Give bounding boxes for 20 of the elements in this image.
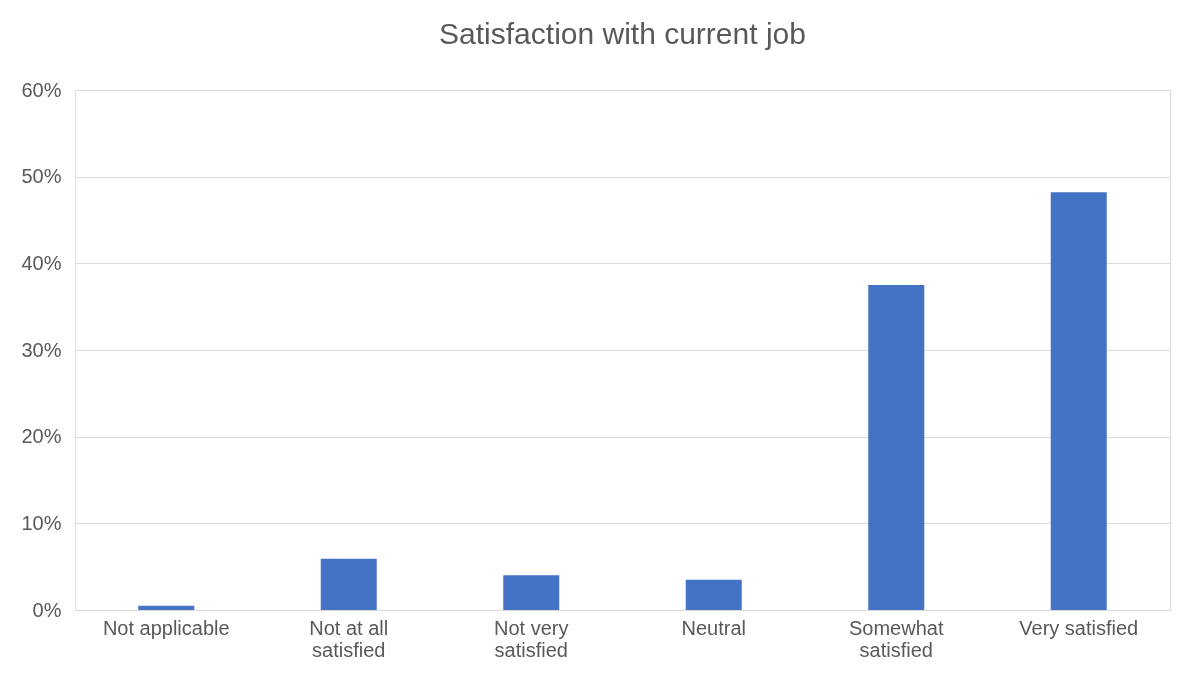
y-tick-label: 40%	[21, 251, 62, 274]
x-tick-label: Not applicable	[102, 616, 230, 639]
y-tick-label: 20%	[21, 425, 62, 448]
y-tick-label: 0%	[32, 598, 62, 621]
x-tick-label: Neutral	[681, 616, 746, 639]
x-tick-label: Not very satisfied	[494, 616, 569, 661]
bar	[503, 575, 560, 610]
y-tick-label: 30%	[21, 338, 62, 361]
y-tick-label: 50%	[21, 165, 62, 188]
chart-title: Satisfaction with current job	[439, 17, 806, 50]
bar	[138, 605, 195, 610]
x-tick-label: Somewhat satisfied	[849, 616, 944, 661]
bar	[685, 579, 742, 610]
bar	[1050, 192, 1107, 610]
x-tick-label: Not at all satisfied	[309, 616, 389, 661]
bar	[868, 285, 925, 610]
y-tick-label: 10%	[21, 511, 62, 534]
bar	[320, 558, 377, 610]
y-tick-label: 60%	[21, 78, 62, 101]
x-tick-label: Very satisfied	[1019, 616, 1139, 639]
